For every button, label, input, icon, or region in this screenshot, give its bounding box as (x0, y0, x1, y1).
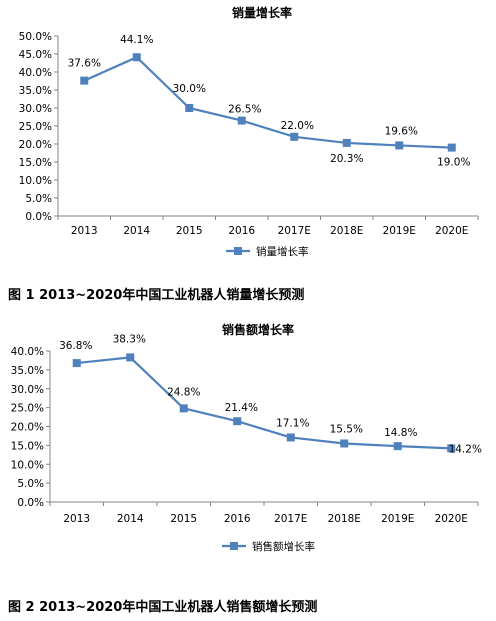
data-label: 21.4% (225, 402, 258, 414)
y-tick-label: 45.0% (19, 49, 52, 61)
data-point (395, 141, 404, 150)
x-tick-label: 2017E (278, 225, 311, 237)
x-tick-label: 2018E (328, 513, 361, 525)
figure-2-caption: 图 2 2013~2020年中国工业机器人销售额增长预测 (8, 600, 318, 615)
chart-title: 销量增长率 (232, 5, 292, 20)
data-point (447, 444, 456, 453)
data-label: 19.0% (437, 157, 470, 169)
x-tick-label: 2013 (63, 513, 90, 525)
data-point (342, 138, 351, 147)
x-tick-label: 2015 (176, 225, 203, 237)
x-tick-label: 2014 (123, 225, 150, 237)
y-tick-label: 35.0% (11, 365, 44, 377)
data-label: 26.5% (228, 104, 261, 116)
data-point (185, 104, 194, 112)
y-tick-label: 25.0% (19, 121, 52, 133)
y-tick-label: 30.0% (11, 384, 44, 396)
series-line (76, 356, 452, 450)
x-tick-label: 2020E (435, 513, 468, 525)
x-tick-label: 2017E (274, 513, 307, 525)
y-tick-label: 15.0% (19, 157, 52, 169)
y-tick-label: 20.0% (19, 139, 52, 151)
data-label: 17.1% (276, 417, 309, 429)
data-point (80, 76, 89, 85)
data-label: 38.3% (113, 333, 146, 345)
data-label: 15.5% (330, 423, 363, 435)
y-tick-label: 35.0% (19, 85, 52, 97)
x-tick-label: 2019E (383, 225, 416, 237)
data-label: 20.3% (330, 153, 363, 165)
chart-1: 销量增长率 0.0% 5.0% 10.0% 15.0% 20.0% 25.0% 30.0% 35… (19, 5, 479, 258)
data-point (237, 116, 246, 125)
y-tick-label: 40.0% (19, 67, 52, 79)
data-point (286, 433, 295, 442)
data-label: 44.1% (120, 34, 153, 46)
y-tick-label: 5.0% (17, 478, 44, 490)
data-point (447, 143, 456, 152)
data-label: 30.0% (173, 83, 206, 95)
data-point (72, 359, 81, 368)
y-tick-label: 0.0% (25, 211, 52, 223)
data-label: 24.8% (167, 386, 200, 398)
figure-1-caption: 图 1 2013~2020年中国工业机器人销量增长预测 (8, 288, 305, 303)
x-tick-label: 2014 (117, 513, 144, 525)
data-label: 37.6% (68, 58, 101, 70)
y-tick-label: 10.0% (11, 459, 44, 471)
data-point (126, 353, 135, 362)
y-tick-label: 30.0% (19, 103, 52, 115)
x-tick-label: 2015 (170, 513, 197, 525)
y-tick-label: 50.0% (19, 31, 52, 43)
data-label: 19.6% (385, 125, 418, 137)
data-point (290, 132, 299, 141)
data-point (340, 439, 349, 448)
x-tick-label: 2019E (381, 513, 414, 525)
data-label: 36.8% (59, 340, 92, 352)
series-line (83, 55, 452, 149)
legend-label: 销量增长率 (256, 245, 309, 258)
chart-title: 销售额增长率 (222, 322, 294, 337)
y-tick-label: 40.0% (11, 346, 44, 358)
x-tick-label: 2013 (71, 225, 98, 237)
legend-marker (234, 247, 242, 255)
y-tick-label: 25.0% (11, 403, 44, 415)
y-tick-label: 5.0% (25, 193, 52, 205)
x-tick-label: 2020E (435, 225, 468, 237)
legend-marker (230, 542, 238, 550)
y-tick-label: 15.0% (11, 440, 44, 452)
data-label: 14.8% (384, 427, 417, 439)
y-tick-label: 10.0% (19, 175, 52, 187)
data-point (132, 53, 141, 62)
y-tick-label: 20.0% (11, 422, 44, 434)
chart-2: 销售额增长率 0.0% 5.0% 10.0% 15.0% 20.0% 25.0% 30.0% 3… (11, 322, 482, 553)
data-point (393, 442, 402, 451)
legend-label: 销售额增长率 (252, 540, 315, 553)
x-tick-label: 2018E (330, 225, 363, 237)
data-label: 22.0% (281, 120, 314, 132)
data-label: 14.2% (449, 443, 482, 455)
data-point (233, 417, 242, 426)
x-tick-label: 2016 (228, 225, 255, 237)
y-tick-label: 0.0% (17, 497, 44, 509)
x-tick-label: 2016 (224, 513, 251, 525)
data-point (179, 404, 188, 413)
